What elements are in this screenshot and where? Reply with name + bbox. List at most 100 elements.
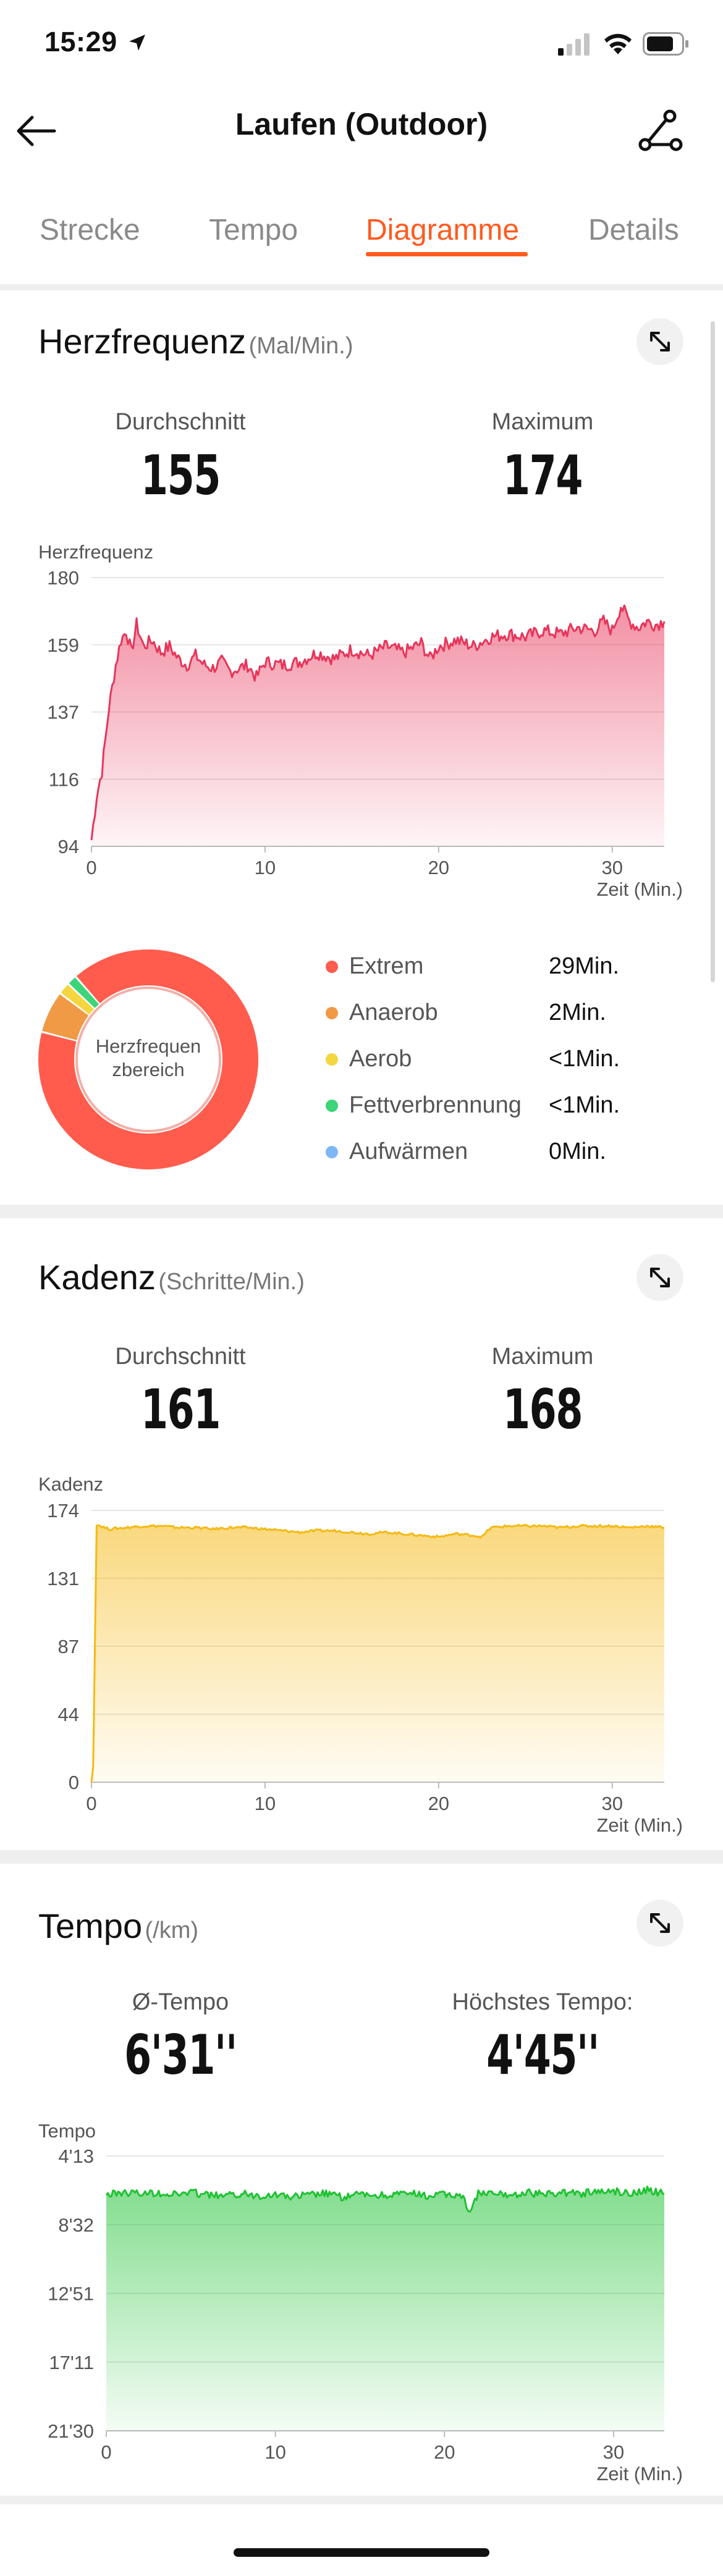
tab-strecke[interactable]: Strecke bbox=[40, 214, 140, 246]
expand-icon bbox=[650, 1913, 670, 1933]
heart-rate-x-tick-label: 20 bbox=[428, 857, 449, 878]
heart-rate-chart-ylabel: Herzfrequenz bbox=[38, 541, 154, 563]
status-time: 15:29 bbox=[44, 26, 117, 57]
cadence-max-value: 168 bbox=[503, 1378, 583, 1441]
legend-value-anaerob: 2Min. bbox=[549, 1000, 606, 1025]
cadence-max-label: Maximum bbox=[491, 1344, 594, 1370]
heart-rate-y-tick-label: 180 bbox=[47, 567, 79, 589]
cadence-title: Kadenz bbox=[38, 1258, 156, 1297]
legend-dot-aufwaermen bbox=[326, 1146, 338, 1158]
heart-rate-title: Herzfrequenz bbox=[38, 322, 247, 361]
legend-label-aufwaermen: Aufwärmen bbox=[349, 1139, 468, 1164]
donut-center-label: Herzfrequenzbereich bbox=[95, 1035, 201, 1080]
tab-diagramme[interactable]: Diagramme bbox=[366, 214, 520, 246]
legend-label-extrem: Extrem bbox=[349, 953, 424, 979]
expand-icon bbox=[650, 332, 670, 351]
heart-rate-avg-label: Durchschnitt bbox=[115, 409, 246, 435]
heart-rate-y-tick-label: 159 bbox=[47, 634, 79, 656]
legend-dot-extrem bbox=[326, 961, 338, 973]
section-divider bbox=[0, 284, 723, 290]
wifi-icon bbox=[604, 33, 632, 54]
route-share-icon[interactable] bbox=[638, 109, 686, 153]
scrollbar[interactable] bbox=[711, 321, 715, 982]
pace-series-line bbox=[105, 2186, 665, 2213]
cadence-y-tick-label: 0 bbox=[69, 1772, 79, 1793]
legend-value-aerob: <1Min. bbox=[549, 1046, 620, 1072]
heart-rate-y-tick-label: 94 bbox=[58, 836, 79, 857]
page-title: Laufen (Outdoor) bbox=[235, 107, 488, 141]
cadence-avg-label: Durchschnitt bbox=[115, 1344, 246, 1370]
pace-title: Tempo bbox=[38, 1906, 143, 1945]
location-arrow-icon bbox=[129, 35, 145, 51]
cadence-chart-ylabel: Kadenz bbox=[38, 1473, 104, 1495]
heart-rate-expand-button[interactable] bbox=[636, 318, 683, 365]
pace-y-tick-label: 21'30 bbox=[48, 2420, 94, 2442]
cadence-series-line bbox=[90, 1523, 665, 1783]
cadence-y-tick-label: 174 bbox=[47, 1500, 79, 1522]
heart-rate-x-tick-label: 30 bbox=[601, 857, 622, 878]
legend-dot-aerob bbox=[326, 1053, 338, 1066]
heart-rate-avg-value: 155 bbox=[141, 444, 221, 507]
cadence-title-row: Kadenz (Schritte/Min.) bbox=[38, 1257, 305, 1297]
tab-details[interactable]: Details bbox=[588, 214, 679, 246]
heart-rate-y-tick-label: 137 bbox=[47, 702, 79, 723]
heart-rate-x-tick-label: 10 bbox=[255, 857, 276, 878]
cadence-x-tick-label: 30 bbox=[601, 1793, 622, 1814]
active-tab-indicator bbox=[366, 252, 528, 256]
heart-rate-zone-donut bbox=[38, 949, 258, 1169]
cadence-y-tick-label: 44 bbox=[58, 1704, 79, 1725]
legend-value-extrem: 29Min. bbox=[549, 953, 620, 979]
pace-y-tick-label: 17'11 bbox=[49, 2352, 94, 2373]
pace-x-tick-label: 0 bbox=[101, 2441, 111, 2463]
section-divider bbox=[0, 1850, 723, 1864]
cadence-avg-value: 161 bbox=[141, 1378, 221, 1441]
donut-slice-anaerob bbox=[42, 994, 89, 1040]
section-divider bbox=[0, 1205, 723, 1218]
back-arrow-icon[interactable] bbox=[14, 112, 58, 149]
heart-rate-max-label: Maximum bbox=[491, 409, 594, 435]
cadence-x-axis-label: Zeit (Min.) bbox=[597, 1814, 683, 1836]
heart-rate-y-tick-label: 116 bbox=[49, 768, 79, 790]
status-bar: 15:29 bbox=[0, 0, 723, 86]
heart-rate-series-line bbox=[90, 604, 666, 841]
pace-expand-button[interactable] bbox=[636, 1900, 683, 1947]
heart-rate-x-tick-label: 0 bbox=[86, 857, 96, 878]
cadence-x-tick-label: 10 bbox=[255, 1793, 276, 1814]
cadence-y-tick-label: 131 bbox=[47, 1568, 79, 1589]
heart-rate-title-row: Herzfrequenz (Mal/Min.) bbox=[38, 321, 353, 361]
cadence-expand-button[interactable] bbox=[636, 1254, 683, 1301]
heart-rate-max-value: 174 bbox=[503, 444, 583, 507]
pace-y-tick-label: 12'51 bbox=[48, 2283, 94, 2305]
pace-x-axis-label: Zeit (Min.) bbox=[597, 2463, 683, 2485]
cadence-unit: (Schritte/Min.) bbox=[158, 1269, 305, 1295]
pace-x-tick-label: 30 bbox=[603, 2441, 624, 2463]
donut-slice-fettverbrennung bbox=[69, 977, 99, 1008]
pace-title-row: Tempo (/km) bbox=[38, 1906, 198, 1946]
donut-center bbox=[75, 987, 221, 1132]
cadence-x-tick-label: 0 bbox=[86, 1793, 96, 1814]
pace-avg-label: Ø-Tempo bbox=[132, 1989, 229, 2015]
pace-area-fill bbox=[106, 2186, 664, 2431]
pace-avg-value: 6'31'' bbox=[124, 2023, 237, 2087]
tab-tempo[interactable]: Tempo bbox=[209, 214, 298, 246]
battery-icon bbox=[643, 32, 688, 56]
donut-slice-extrem bbox=[38, 949, 258, 1169]
cadence-y-tick-label: 87 bbox=[58, 1636, 79, 1657]
legend-label-fettverbrennung: Fettverbrennung bbox=[349, 1092, 522, 1118]
nav-bar bbox=[0, 86, 723, 173]
heart-rate-unit: (Mal/Min.) bbox=[248, 333, 353, 359]
legend-dot-anaerob bbox=[326, 1007, 338, 1019]
cadence-x-tick-label: 20 bbox=[428, 1793, 449, 1814]
cellular-signal-icon bbox=[558, 33, 590, 56]
legend-label-anaerob: Anaerob bbox=[349, 1000, 438, 1025]
legend-dot-fettverbrennung bbox=[326, 1100, 338, 1112]
legend-value-fettverbrennung: <1Min. bbox=[549, 1092, 620, 1118]
pace-max-label: Höchstes Tempo: bbox=[452, 1989, 633, 2015]
pace-unit: (/km) bbox=[145, 1917, 199, 1943]
pace-chart-ylabel: Tempo bbox=[38, 2120, 96, 2142]
home-indicator[interactable] bbox=[234, 2548, 489, 2557]
pace-x-tick-label: 10 bbox=[264, 2441, 285, 2463]
expand-icon bbox=[650, 1268, 670, 1287]
